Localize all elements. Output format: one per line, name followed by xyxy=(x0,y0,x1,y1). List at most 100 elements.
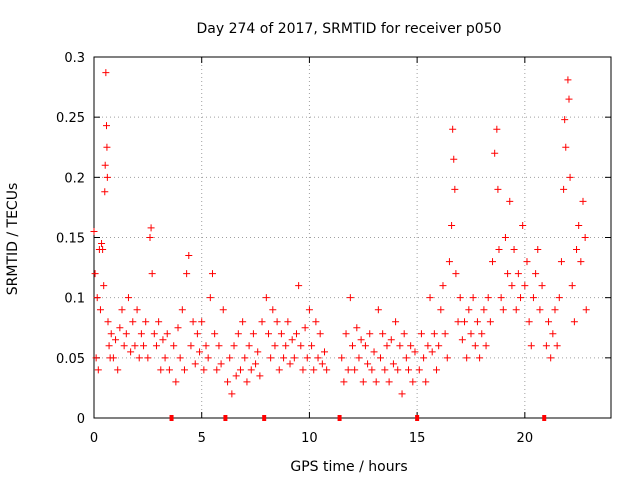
data-point xyxy=(389,360,397,368)
data-point xyxy=(288,336,296,344)
data-point xyxy=(305,306,313,314)
data-point xyxy=(566,173,574,181)
data-point xyxy=(560,185,568,193)
data-point xyxy=(545,318,553,326)
data-point xyxy=(532,270,540,278)
data-point xyxy=(449,125,457,133)
data-point xyxy=(308,342,316,350)
data-point xyxy=(562,143,570,151)
data-point xyxy=(273,318,281,326)
data-point xyxy=(245,342,253,350)
data-point xyxy=(542,342,550,350)
data-point xyxy=(146,234,154,241)
data-point xyxy=(372,378,380,386)
data-point xyxy=(527,342,535,350)
data-point xyxy=(469,294,477,302)
data-point xyxy=(232,372,240,380)
data-point xyxy=(183,270,191,278)
data-point xyxy=(491,149,499,157)
data-point xyxy=(295,282,303,290)
data-point xyxy=(94,366,102,374)
data-point xyxy=(561,116,569,124)
data-point xyxy=(575,221,583,229)
data-point xyxy=(451,185,459,193)
data-point xyxy=(224,378,232,386)
data-point xyxy=(280,354,288,362)
data-point xyxy=(411,348,419,356)
data-point xyxy=(155,318,163,326)
data-point xyxy=(499,306,507,314)
data-point xyxy=(131,342,139,350)
data-point xyxy=(565,95,573,103)
data-point xyxy=(301,324,309,332)
data-point xyxy=(299,366,307,374)
data-point xyxy=(120,342,128,350)
data-point xyxy=(93,294,101,302)
x-tick-label: 10 xyxy=(301,431,318,446)
data-point xyxy=(96,306,104,314)
data-point xyxy=(497,294,505,302)
data-point xyxy=(292,330,300,338)
data-point xyxy=(514,270,522,278)
data-point xyxy=(174,324,182,332)
data-point xyxy=(385,378,393,386)
data-point xyxy=(310,366,318,374)
data-point xyxy=(163,330,171,338)
data-point xyxy=(200,366,208,374)
data-point xyxy=(443,354,451,362)
data-point xyxy=(400,330,408,338)
y-tick-label: 0.3 xyxy=(64,51,85,66)
x-tick-label: 5 xyxy=(198,431,206,446)
data-point xyxy=(387,336,395,344)
data-point xyxy=(211,330,219,338)
data-point xyxy=(239,318,247,326)
data-point xyxy=(476,354,484,362)
data-point xyxy=(228,390,236,398)
x-axis-label: GPS time / hours xyxy=(290,459,407,475)
chart-title: Day 274 of 2017, SRMTID for receiver p05… xyxy=(196,21,501,37)
data-point xyxy=(193,330,201,338)
gap-markers xyxy=(169,415,547,421)
data-point xyxy=(150,330,158,338)
data-point xyxy=(405,366,413,374)
data-point xyxy=(377,354,385,362)
data-point xyxy=(101,161,109,169)
data-point xyxy=(320,348,328,356)
y-axis-ticks: 0 0.05 0.1 0.15 0.2 0.25 0.3 xyxy=(56,51,611,427)
data-point xyxy=(581,234,589,241)
data-point xyxy=(570,318,578,326)
data-point xyxy=(142,318,150,326)
data-point xyxy=(342,330,350,338)
data-point xyxy=(133,306,141,314)
data-point xyxy=(191,360,199,368)
data-point xyxy=(396,342,404,350)
data-point xyxy=(461,318,469,326)
data-point xyxy=(445,258,453,266)
data-point xyxy=(198,318,206,326)
data-point xyxy=(564,76,572,84)
data-point xyxy=(349,342,356,350)
data-point xyxy=(494,185,502,193)
data-point xyxy=(196,348,204,356)
data-point xyxy=(379,330,387,338)
data-point xyxy=(519,221,527,229)
data-point xyxy=(109,354,117,362)
data-point xyxy=(107,330,115,338)
data-point xyxy=(277,330,285,338)
data-point xyxy=(353,324,361,332)
data-point xyxy=(439,282,447,290)
data-point xyxy=(112,336,120,344)
data-point xyxy=(463,354,471,362)
data-point xyxy=(357,336,365,344)
data-point xyxy=(471,342,479,350)
data-point xyxy=(351,366,359,374)
data-point xyxy=(187,342,195,350)
data-point xyxy=(582,306,590,314)
data-point xyxy=(176,354,184,362)
data-point xyxy=(303,354,311,362)
data-point xyxy=(312,318,320,326)
data-point xyxy=(114,366,122,374)
data-point xyxy=(417,330,425,338)
data-point xyxy=(314,354,322,362)
data-point xyxy=(213,366,221,374)
